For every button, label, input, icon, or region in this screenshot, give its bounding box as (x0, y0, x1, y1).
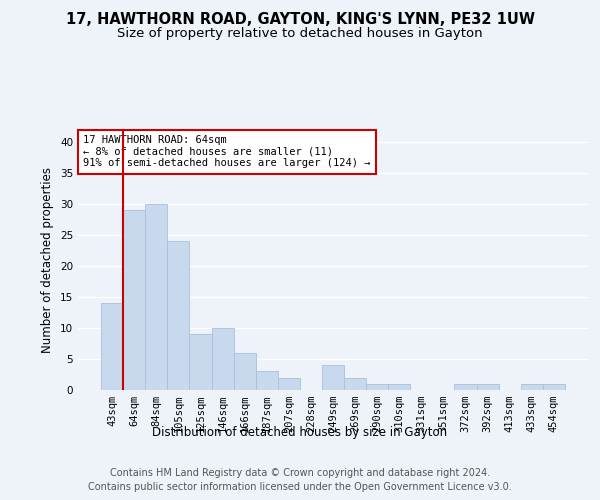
Bar (366, 384, 388, 390)
Text: 17 HAWTHORN ROAD: 64sqm
← 8% of detached houses are smaller (11)
91% of semi-det: 17 HAWTHORN ROAD: 64sqm ← 8% of detached… (83, 135, 371, 168)
Text: Contains HM Land Registry data © Crown copyright and database right 2024.: Contains HM Land Registry data © Crown c… (110, 468, 490, 477)
Bar (145, 204, 167, 390)
Bar (233, 353, 256, 390)
Bar (454, 384, 476, 390)
Text: 17, HAWTHORN ROAD, GAYTON, KING'S LYNN, PE32 1UW: 17, HAWTHORN ROAD, GAYTON, KING'S LYNN, … (65, 12, 535, 28)
Bar (344, 378, 366, 390)
Text: Distribution of detached houses by size in Gayton: Distribution of detached houses by size … (152, 426, 448, 439)
Bar (167, 242, 190, 390)
Bar (101, 304, 123, 390)
Bar (212, 328, 233, 390)
Bar (521, 384, 543, 390)
Bar (388, 384, 410, 390)
Bar (256, 372, 278, 390)
Bar (476, 384, 499, 390)
Text: Contains public sector information licensed under the Open Government Licence v3: Contains public sector information licen… (88, 482, 512, 492)
Text: Size of property relative to detached houses in Gayton: Size of property relative to detached ho… (117, 28, 483, 40)
Bar (322, 365, 344, 390)
Y-axis label: Number of detached properties: Number of detached properties (41, 167, 55, 353)
Bar (123, 210, 145, 390)
Bar (543, 384, 565, 390)
Bar (190, 334, 212, 390)
Bar (278, 378, 300, 390)
